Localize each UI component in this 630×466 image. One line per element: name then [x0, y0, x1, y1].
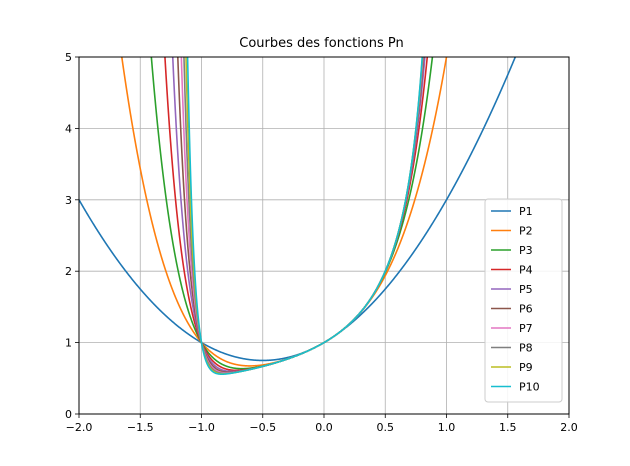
chart-title: Courbes des fonctions Pn: [239, 36, 404, 51]
axis-ticks: −2.0 −1.5 −1.0 −0.5 0.0 0.5 1.0 1.5 2.0 0 1 2 3 4 5: [65, 51, 578, 434]
x-tick-label: 1.5: [499, 421, 517, 434]
legend: P1 P2 P3 P4 P5 P6 P7 P8 P9 P10: [484, 198, 563, 403]
x-tick-label: −0.5: [249, 421, 276, 434]
y-tick-label: 4: [65, 122, 72, 135]
x-tick-label: 0.5: [377, 421, 395, 434]
x-tick-label: 1.0: [438, 421, 456, 434]
y-tick-label: 1: [65, 337, 72, 350]
x-tick-label: −1.5: [127, 421, 154, 434]
legend-label: P2: [519, 225, 533, 238]
legend-label: P1: [519, 205, 533, 218]
x-tick-label: 2.0: [560, 421, 578, 434]
series-lines: [79, 57, 517, 376]
legend-label: P10: [519, 381, 540, 394]
x-tick-label: −1.0: [188, 421, 215, 434]
legend-label: P3: [519, 244, 533, 257]
y-tick-label: 2: [65, 265, 72, 278]
legend-label: P8: [519, 342, 533, 355]
x-tick-label: 0.0: [315, 421, 333, 434]
y-tick-label: 0: [65, 408, 72, 421]
x-tick-label: −2.0: [66, 421, 93, 434]
legend-label: P4: [519, 264, 533, 277]
y-tick-label: 3: [65, 194, 72, 207]
legend-label: P9: [519, 361, 533, 374]
legend-label: P5: [519, 283, 533, 296]
series-line-p10: [186, 57, 424, 376]
y-tick-label: 5: [65, 51, 72, 64]
legend-label: P7: [519, 322, 533, 335]
legend-label: P6: [519, 303, 533, 316]
